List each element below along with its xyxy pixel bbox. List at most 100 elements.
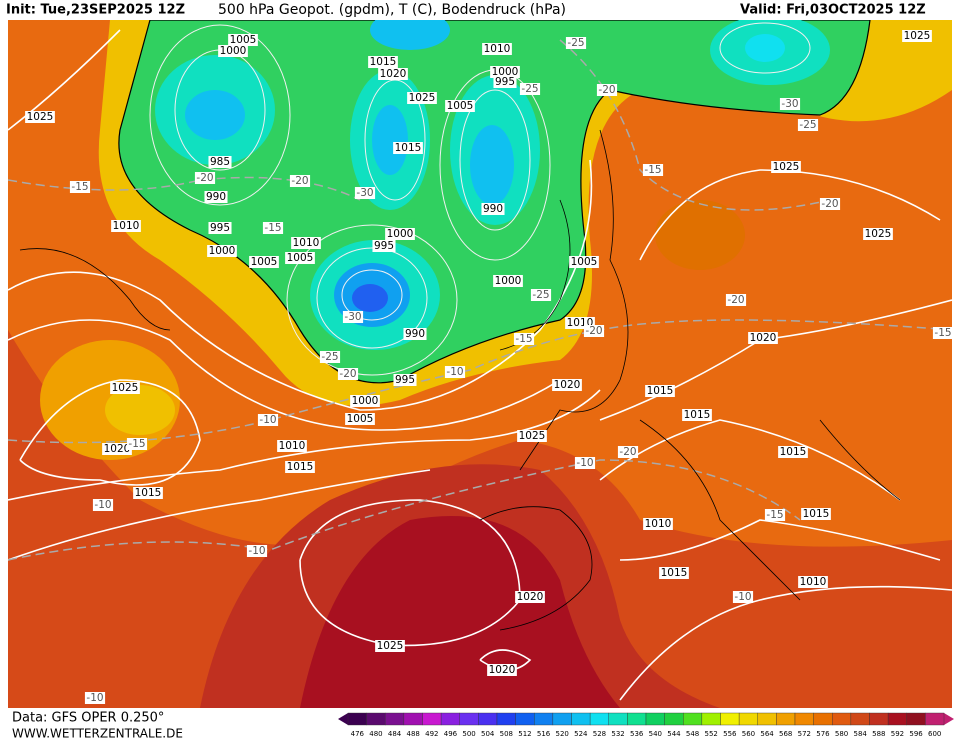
colorbar-tick-label: 592: [891, 730, 904, 738]
isobar: [8, 29, 121, 131]
pressure-label: 1015: [780, 446, 807, 458]
pressure-label-box: [208, 222, 232, 234]
pressure-label-box: [487, 664, 517, 676]
colorbar-swatch: [813, 712, 833, 726]
temperature-label: -10: [446, 366, 463, 378]
temperature-label-box: [519, 83, 541, 95]
temperature-label: -15: [766, 509, 783, 521]
pressure-label: 1020: [750, 332, 777, 344]
pressure-label-box: [249, 256, 279, 268]
isobar: [316, 247, 428, 349]
pressure-label: 1025: [377, 640, 404, 652]
pressure-label: 1025: [865, 228, 892, 240]
colorbar-swatch: [459, 712, 479, 726]
ridge: [655, 200, 745, 270]
isobar: [719, 22, 811, 74]
temperature-label: -10: [86, 692, 103, 704]
isobar: [8, 159, 593, 411]
colorbar-tick-label: 556: [723, 730, 737, 738]
colorbar-tick-label: 500: [462, 730, 475, 738]
colorbar-tick-label: 576: [816, 730, 830, 738]
pressure-label: 1020: [554, 379, 581, 391]
pressure-label: 1005: [347, 413, 374, 425]
pressure-label-box: [515, 591, 545, 603]
pressure-label-box: [350, 395, 380, 407]
pressure-label: 990: [405, 328, 425, 340]
pressure-label-box: [372, 240, 396, 252]
temperature-label: -20: [585, 325, 602, 337]
temperature-label-box: [289, 175, 311, 187]
colorbar-tick-label: 600: [928, 730, 941, 738]
temperature-label: -25: [799, 119, 816, 131]
temperature-label-box: [126, 438, 148, 450]
hot-core: [300, 516, 620, 708]
pressure-label: 1005: [571, 256, 598, 268]
colorbar-swatch: [478, 712, 498, 726]
pressure-label-box: [445, 100, 475, 112]
pressure-label-box: [778, 446, 808, 458]
colorbar-tick-label: 520: [556, 730, 569, 738]
colorbar-swatch: [683, 712, 703, 726]
pressure-label: 1025: [112, 382, 139, 394]
colorbar-swatch: [869, 712, 889, 726]
temperature-label-box: [596, 84, 618, 96]
pressure-label-box: [552, 379, 582, 391]
temperature-labels: -25-20-25-30-25-15-20-20-20-15-25-15-20-…: [69, 37, 954, 704]
colorbar-tick-label: 548: [686, 730, 699, 738]
colorbar-swatch: [776, 712, 796, 726]
pressure-label-box: [228, 34, 258, 46]
pressure-label: 1010: [645, 518, 672, 530]
pressure-label-box: [285, 461, 315, 473]
colorbar-tick-label: 524: [574, 730, 588, 738]
pressure-label-box: [481, 203, 505, 215]
pressure-label-box: [368, 56, 398, 68]
temperature-label: -20: [619, 446, 636, 458]
isobar: [8, 389, 601, 501]
pressure-label: 1020: [489, 664, 516, 676]
pressure-label: 1015: [684, 409, 711, 421]
ridge: [105, 385, 175, 435]
colorbar-tick-label: 488: [407, 730, 420, 738]
colorbar-tick-label: 492: [425, 730, 438, 738]
colorbar-swatch: [757, 712, 777, 726]
pressure-label: 1025: [409, 92, 436, 104]
temperature-label: -25: [521, 83, 538, 95]
colorbar-swatch: [627, 712, 647, 726]
colorbar-swatch: [385, 712, 405, 726]
pressure-label: 985: [210, 156, 230, 168]
temperature-label: -20: [339, 368, 356, 380]
pressure-label-box: [393, 142, 423, 154]
temperature-label: -20: [727, 294, 744, 306]
pressure-label-box: [482, 43, 512, 55]
colorbar-tick-label: 528: [593, 730, 606, 738]
colorbar-swatch: [552, 712, 572, 726]
colorbar-tick-label: 596: [909, 730, 923, 738]
colorbar-tick-label: 532: [611, 730, 624, 738]
temperature-label-box: [642, 164, 664, 176]
colorbar-tick-label: 564: [760, 730, 774, 738]
pressure-label: 1000: [495, 275, 522, 287]
colorbar-swatch: [366, 712, 386, 726]
temperature-label-box: [354, 187, 376, 199]
pressure-label: 1015: [370, 56, 397, 68]
colorbar-swatch: [701, 712, 721, 726]
pressure-label: 995: [374, 240, 394, 252]
temperature-label-box: [342, 311, 364, 323]
colorbar-swatch: [925, 712, 945, 726]
cold-core: [470, 125, 514, 205]
temperature-label-box: [797, 119, 819, 131]
temperature-label: -20: [821, 198, 838, 210]
colorbar-tick-label: 580: [835, 730, 848, 738]
pressure-label: 1000: [492, 66, 519, 78]
colorbar-swatch: [645, 712, 665, 726]
pressure-label-box: [682, 409, 712, 421]
pressure-label-box: [204, 191, 228, 203]
pressure-label-box: [111, 220, 141, 232]
pressure-labels: 1025 1005 1000 1015 1020 1010 1000 995 1025 1005 1…: [25, 30, 932, 676]
temperature-label-box: [194, 172, 216, 184]
colorbar-tick-label: 572: [798, 730, 811, 738]
temperature-label-box: [779, 98, 801, 110]
colorbar-swatch: [422, 712, 442, 726]
pressure-label-box: [25, 111, 55, 123]
